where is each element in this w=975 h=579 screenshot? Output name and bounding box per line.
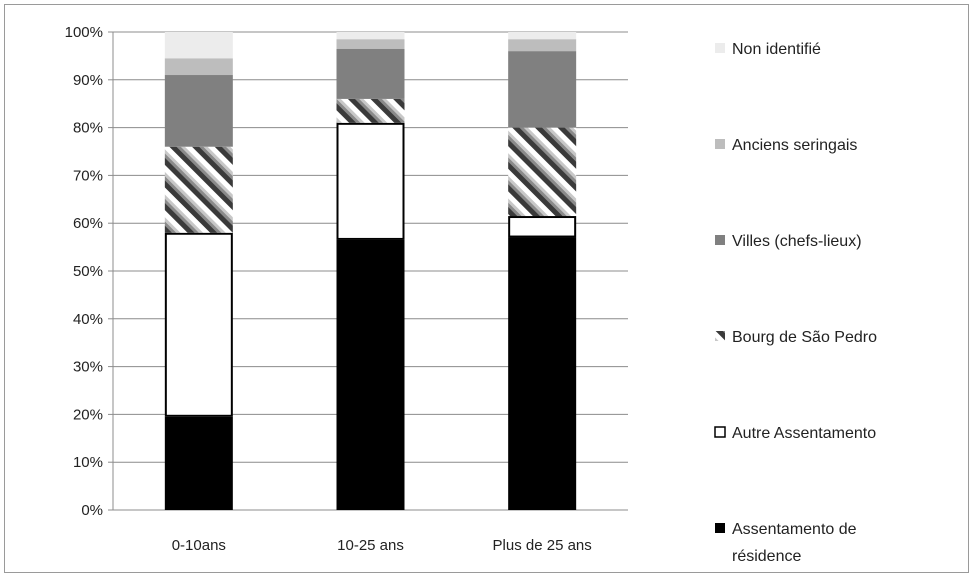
y-tick-label: 30% [73, 359, 103, 376]
y-tick-label: 0% [81, 502, 103, 519]
bar-segment [336, 32, 405, 40]
legend-swatch [715, 139, 725, 149]
bar-segment [336, 39, 405, 49]
bar-segment [164, 146, 233, 233]
legend: Non identifié Anciens seringais Villes (ch… [714, 41, 877, 565]
y-tick-labels: 0% 10% 20% 30% 40% 50% 60% 70% 80% 90% 100% [65, 24, 103, 519]
x-tick-label: 10-25 ans [337, 537, 404, 554]
bar-segment [164, 32, 233, 59]
bar-segment [164, 416, 233, 510]
bar-segment [508, 51, 577, 128]
bars [164, 32, 577, 511]
legend-label: Assentamento de [732, 521, 857, 538]
bar-segment [508, 237, 577, 511]
legend-label: Bourg de São Pedro [732, 329, 877, 346]
bar-segment [336, 98, 405, 123]
bar-segment [508, 32, 577, 40]
y-tick-label: 70% [73, 167, 103, 184]
bar-segment [336, 48, 405, 99]
legend-swatch [715, 235, 725, 245]
legend-swatch [715, 331, 725, 341]
y-tick-label: 50% [73, 263, 103, 280]
legend-label: Villes (chefs-lieux) [732, 233, 862, 250]
bar-segment [164, 75, 233, 147]
legend-label: Non identifié [732, 41, 821, 58]
legend-label: Autre Assentamento [732, 425, 876, 442]
legend-swatch [715, 43, 725, 53]
bar-segment [336, 239, 405, 510]
y-tick-label: 20% [73, 406, 103, 423]
x-tick-label: Plus de 25 ans [493, 537, 592, 554]
bar-segment [164, 58, 233, 76]
y-tick-label: 10% [73, 454, 103, 471]
legend-label: Anciens seringais [732, 137, 857, 154]
y-tick-label: 60% [73, 215, 103, 232]
x-tick-label: 0-10ans [172, 537, 226, 554]
bar-segment [336, 122, 405, 240]
y-tick-label: 100% [65, 24, 103, 41]
x-tick-labels: 0-10ans 10-25 ans Plus de 25 ans [172, 537, 592, 554]
y-tick-label: 80% [73, 120, 103, 137]
bar-segment [508, 216, 577, 238]
bar-segment [508, 127, 577, 217]
y-tick-label: 40% [73, 311, 103, 328]
legend-swatch [715, 523, 725, 533]
bar-segment [508, 39, 577, 52]
bar-segment [164, 232, 233, 417]
legend-swatch [714, 426, 726, 438]
legend-label: résidence [732, 548, 801, 565]
y-tick-label: 90% [73, 72, 103, 89]
